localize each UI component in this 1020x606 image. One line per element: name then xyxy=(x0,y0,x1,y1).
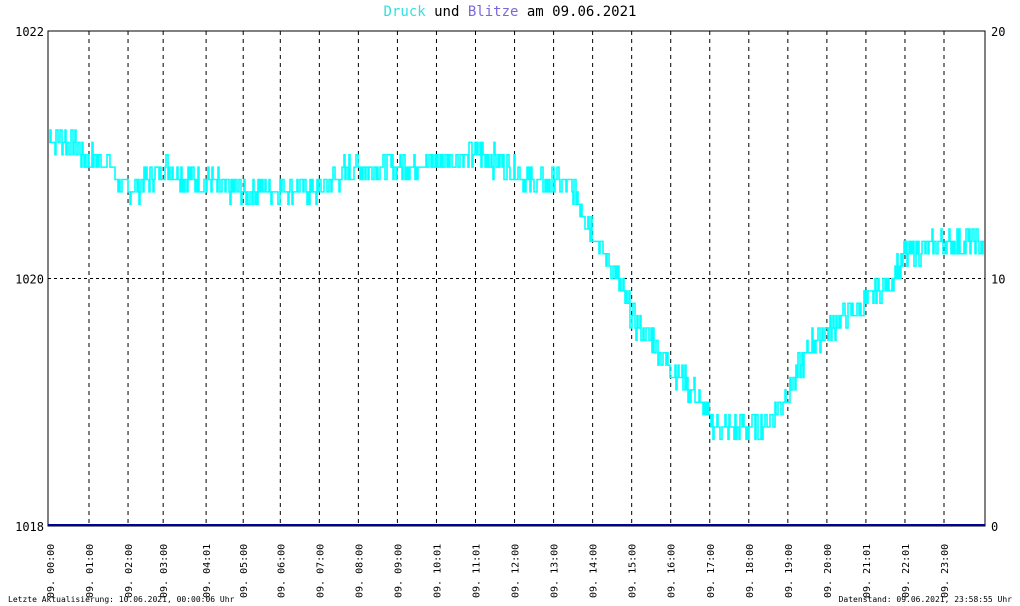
x-tick-label: 09. 16:00 xyxy=(667,544,678,598)
x-tick-label: 09. 09:00 xyxy=(393,544,404,598)
x-tick-label: 09. 20:00 xyxy=(823,544,834,598)
y-right-tick-label: 20 xyxy=(991,25,1005,39)
x-tick-label: 09. 01:00 xyxy=(85,544,96,598)
pressure-line xyxy=(49,129,984,441)
x-tick-label: 09. 10:01 xyxy=(432,544,443,598)
title-date: am 09.06.2021 xyxy=(526,4,637,20)
x-tick-label: 09. 22:01 xyxy=(901,544,912,598)
x-tick-label: 09. 11:01 xyxy=(472,544,483,598)
x-tick-label: 09. 00:00 xyxy=(46,544,57,598)
x-tick-label: 09. 07:00 xyxy=(315,544,326,598)
x-tick-label: 09. 15:00 xyxy=(628,544,639,598)
x-tick-label: 09. 12:00 xyxy=(511,544,522,598)
y-left-tick-label: 1022 xyxy=(15,25,44,39)
x-tick-label: 09. 02:00 xyxy=(124,544,135,598)
x-tick-label: 09. 04:01 xyxy=(202,544,213,598)
x-tick-label: 09. 23:00 xyxy=(940,544,951,598)
y-right-tick-label: 10 xyxy=(991,273,1005,287)
y-right-tick-label: 0 xyxy=(991,520,998,534)
title-druck: Druck xyxy=(383,4,426,20)
x-tick-label: 09. 19:00 xyxy=(784,544,795,598)
x-tick-label: 09. 14:00 xyxy=(589,544,600,598)
title-und: und xyxy=(434,4,460,20)
footer-data-status: Datenstand: 09.06.2021, 23:58:55 Uhr xyxy=(838,595,1012,604)
footer-last-update: Letzte Aktualisierung: 10.06.2021, 00:00… xyxy=(8,595,235,604)
chart-title: Druck und Blitze am 09.06.2021 xyxy=(0,4,1020,20)
x-tick-label: 09. 13:00 xyxy=(550,544,561,598)
x-tick-label: 09. 18:00 xyxy=(745,544,756,598)
x-tick-label: 09. 21:01 xyxy=(862,544,873,598)
x-tick-label: 09. 17:00 xyxy=(706,544,717,598)
title-blitze: Blitze xyxy=(467,4,519,20)
x-tick-label: 09. 06:00 xyxy=(276,544,287,598)
y-left-tick-label: 1020 xyxy=(15,273,44,287)
x-tick-label: 09. 05:00 xyxy=(239,544,250,598)
x-tick-label: 09. 08:00 xyxy=(354,544,365,598)
y-left-tick-label: 1018 xyxy=(15,520,44,534)
x-tick-label: 09. 03:00 xyxy=(159,544,170,598)
